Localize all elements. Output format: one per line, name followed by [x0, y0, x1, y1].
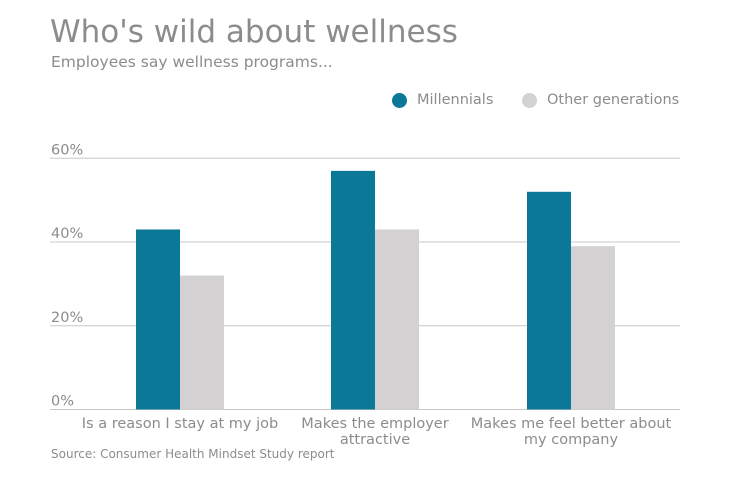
legend-item-other-generations: Other generations — [522, 92, 679, 108]
chart-title: Who's wild about wellness — [50, 14, 458, 50]
bar-millennials — [527, 191, 571, 410]
x-tick-label: my company — [524, 432, 619, 448]
bar-other-generations — [180, 275, 224, 410]
x-tick-label: Is a reason I stay at my job — [82, 416, 278, 432]
x-tick-label: Makes me feel better about — [471, 416, 672, 432]
y-tick-label: 60% — [51, 142, 83, 158]
bar-millennials — [331, 170, 375, 410]
chart-subtitle: Employees say wellness programs... — [51, 53, 333, 71]
x-tick-label: Makes the employer — [301, 416, 448, 432]
legend-label: Millennials — [417, 92, 494, 108]
legend-item-millennials: Millennials — [392, 92, 493, 108]
bar-other-generations — [375, 229, 419, 410]
legend-label: Other generations — [547, 92, 680, 108]
y-tick-label: 0% — [51, 394, 74, 410]
x-tick-label: attractive — [340, 432, 410, 448]
legend-swatch-other — [522, 92, 537, 108]
legend-swatch-millennials — [392, 92, 407, 108]
source-note: Source: Consumer Health Mindset Study re… — [51, 447, 335, 461]
bar-millennials — [136, 229, 180, 410]
y-tick-label: 20% — [51, 310, 83, 326]
y-tick-label: 40% — [51, 226, 83, 242]
bar-other-generations — [571, 246, 615, 410]
